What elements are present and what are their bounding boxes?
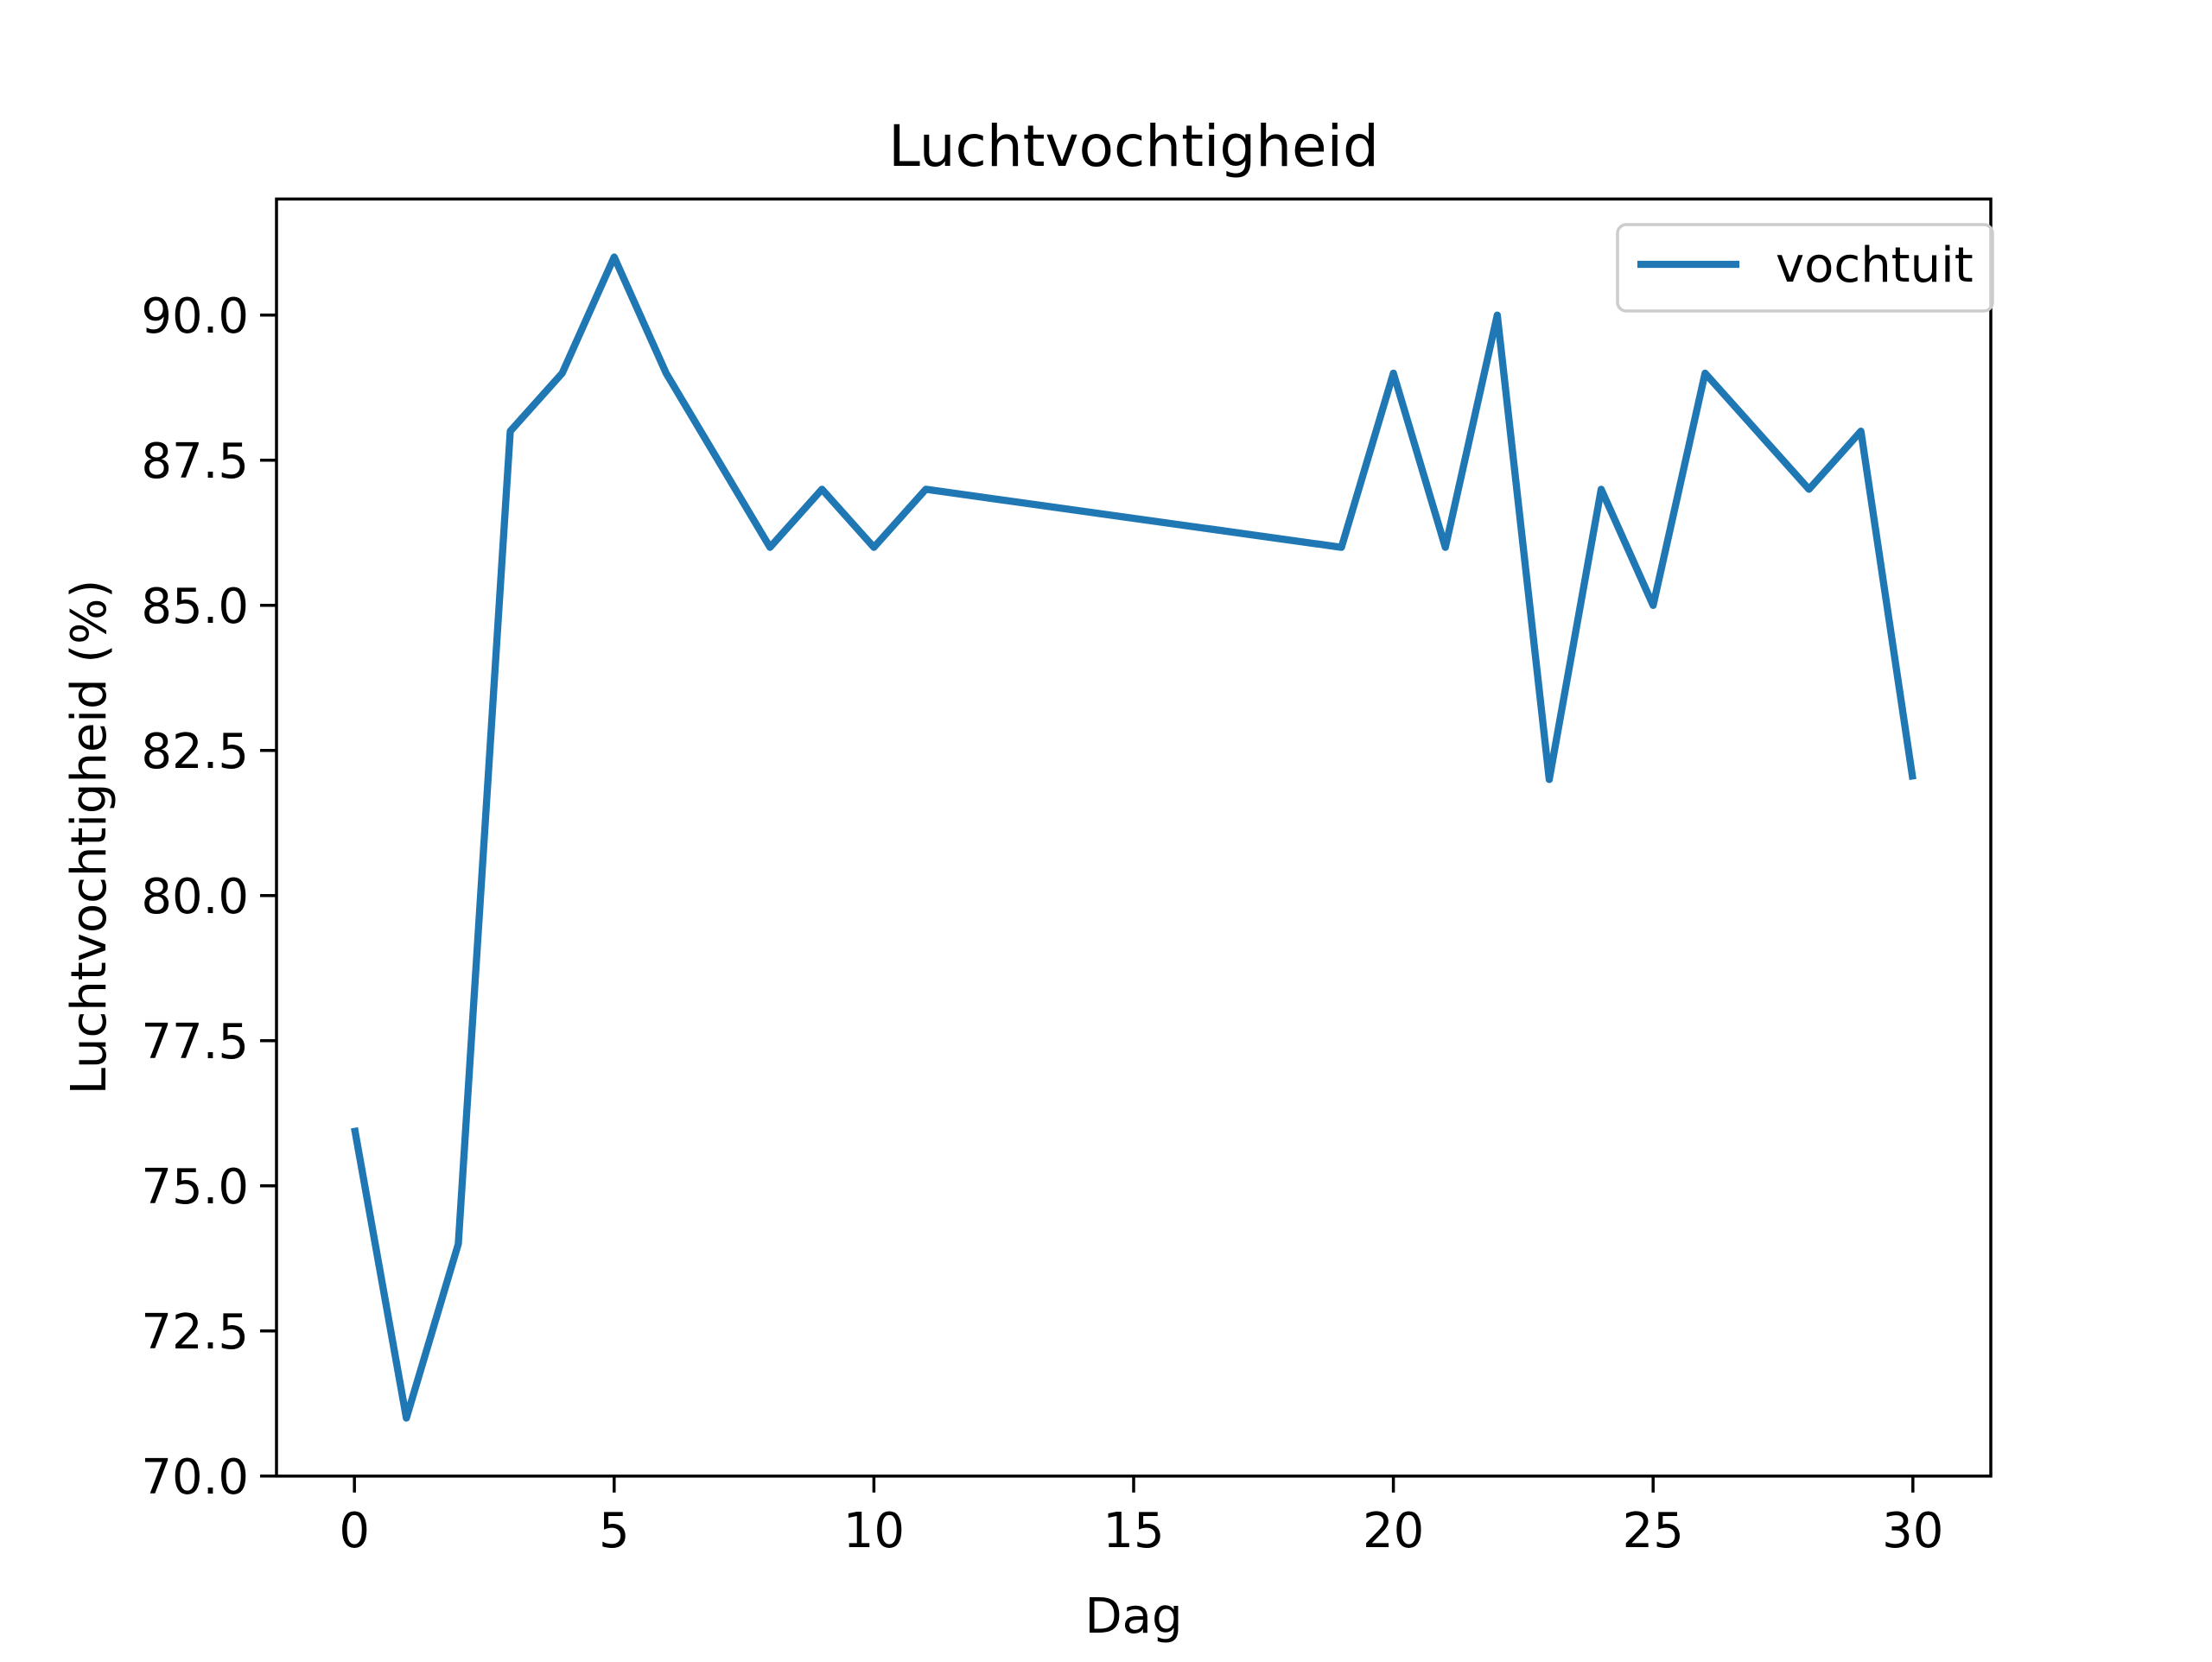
y-axis-label: Luchtvochtigheid (%) — [61, 580, 118, 1094]
x-tick-label: 5 — [599, 1503, 630, 1559]
chart-title: Luchtvochtigheid — [888, 113, 1379, 180]
x-tick-label: 15 — [1103, 1503, 1164, 1559]
y-tick-label: 72.5 — [141, 1304, 249, 1361]
x-axis-label: Dag — [1085, 1589, 1183, 1645]
axis-ticks: 0 5 10 15 20 25 30 70.0 72.5 75.0 77.5 80.0 82.5 85.0… — [141, 289, 1943, 1559]
legend-label: vochtuit — [1776, 238, 1974, 294]
x-tick-label: 25 — [1623, 1503, 1684, 1559]
y-tick-label: 77.5 — [141, 1014, 249, 1070]
y-tick-label: 85.0 — [141, 579, 249, 635]
legend: vochtuit — [1618, 225, 1993, 311]
x-tick-label: 30 — [1882, 1503, 1943, 1559]
y-tick-label: 80.0 — [141, 869, 249, 925]
series-line-vochtuit — [354, 257, 1913, 1418]
x-tick-label: 10 — [843, 1503, 905, 1559]
plot-area — [354, 257, 1913, 1418]
y-tick-label: 90.0 — [141, 289, 249, 345]
y-tick-label: 75.0 — [141, 1159, 249, 1215]
axes-frame — [276, 199, 1991, 1475]
y-tick-label: 82.5 — [141, 724, 249, 780]
x-tick-label: 20 — [1363, 1503, 1424, 1559]
y-tick-label: 87.5 — [141, 434, 249, 490]
x-tick-label: 0 — [339, 1503, 370, 1559]
y-tick-label: 70.0 — [141, 1449, 249, 1506]
